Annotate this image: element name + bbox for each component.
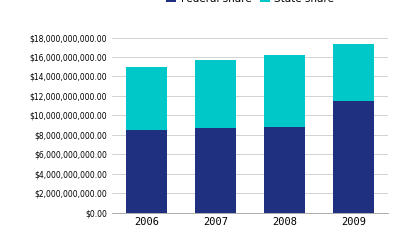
Bar (126, 130, 167, 212)
Bar (333, 44, 374, 101)
Bar (333, 101, 374, 212)
Legend: Federal share, State share: Federal share, State share (166, 0, 334, 4)
Bar (195, 60, 236, 128)
Bar (195, 128, 236, 212)
Bar (126, 67, 167, 130)
Bar (264, 127, 305, 212)
Bar (264, 55, 305, 127)
